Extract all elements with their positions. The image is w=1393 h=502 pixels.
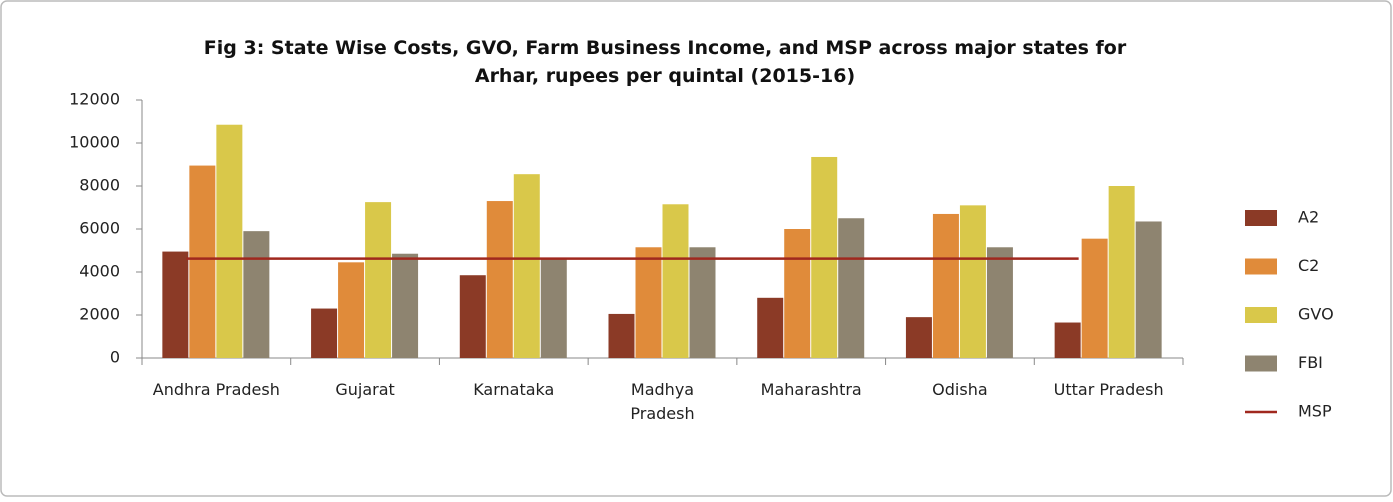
legend-label: FBI xyxy=(1298,353,1323,372)
y-tick-label: 12000 xyxy=(69,90,120,109)
bar xyxy=(338,262,365,358)
x-tick-label: Uttar Pradesh xyxy=(1053,380,1164,399)
x-tick-label: Madhya Pradesh xyxy=(630,380,695,423)
bar xyxy=(959,205,986,358)
chart-title: Fig 3: State Wise Costs, GVO, Farm Busin… xyxy=(203,37,1127,87)
x-tick-label: Andhra Pradesh xyxy=(152,380,280,399)
bar xyxy=(162,251,189,358)
bar xyxy=(216,124,243,358)
bar xyxy=(1081,238,1108,358)
bar xyxy=(689,247,716,358)
legend-swatch xyxy=(1245,210,1277,226)
bar xyxy=(784,229,811,358)
y-tick-label: 10000 xyxy=(69,133,120,152)
legend-label: C2 xyxy=(1298,256,1319,275)
x-tick-label: Odisha xyxy=(932,380,988,399)
bar xyxy=(932,213,959,358)
bar xyxy=(311,308,338,358)
y-tick-label: 4000 xyxy=(79,262,120,281)
bar xyxy=(905,317,932,358)
bar xyxy=(459,275,486,358)
legend-swatch xyxy=(1245,307,1277,323)
bar xyxy=(189,165,216,358)
y-tick-label: 6000 xyxy=(79,219,120,238)
bar xyxy=(1135,221,1162,358)
legend-label: MSP xyxy=(1298,402,1332,421)
y-tick-label: 8000 xyxy=(79,176,120,195)
bar xyxy=(243,231,270,358)
bar xyxy=(757,297,784,358)
bar xyxy=(513,174,540,358)
bar xyxy=(635,247,662,358)
x-tick-label: Karnataka xyxy=(473,380,555,399)
bar xyxy=(662,204,689,358)
x-tick-label: Maharashtra xyxy=(760,380,862,399)
bar xyxy=(608,313,635,358)
bar xyxy=(1054,322,1081,358)
bar xyxy=(392,253,419,358)
bar xyxy=(365,202,392,358)
bar xyxy=(838,218,865,358)
bar xyxy=(1108,186,1135,358)
y-tick-label: 2000 xyxy=(79,305,120,324)
y-tick-label: 0 xyxy=(110,348,120,367)
bar xyxy=(486,201,513,358)
legend-label: GVO xyxy=(1298,305,1334,324)
legend-swatch xyxy=(1245,355,1277,372)
legend-swatch xyxy=(1245,258,1277,275)
bar xyxy=(986,247,1013,358)
bar xyxy=(540,258,567,358)
legend-label: A2 xyxy=(1298,208,1319,227)
x-tick-label: Gujarat xyxy=(335,380,395,399)
